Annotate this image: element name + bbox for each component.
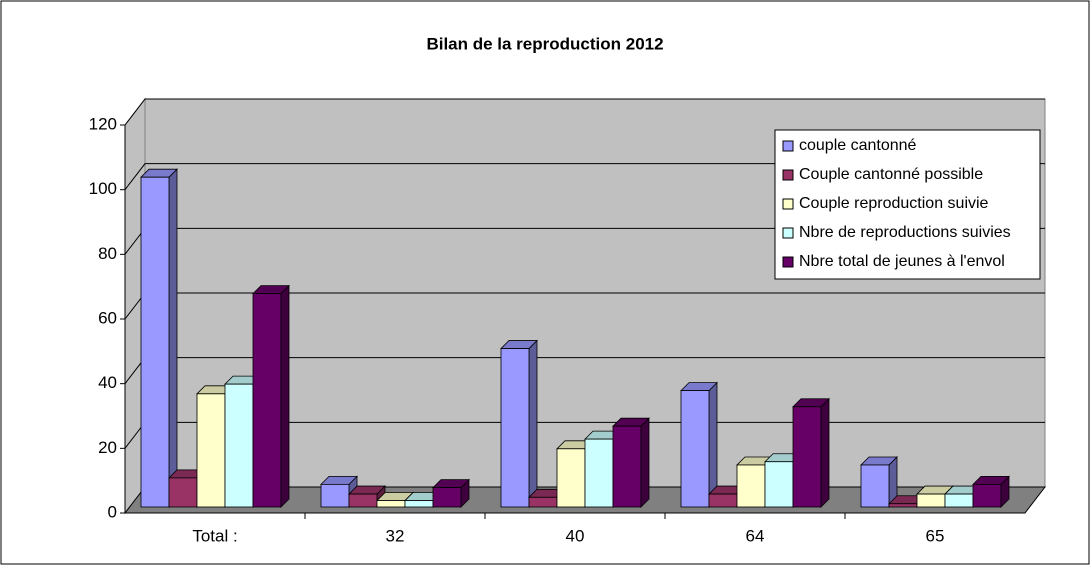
- bar-front: [140, 176, 170, 508]
- bar-front: [224, 383, 254, 508]
- bar-front: [252, 293, 282, 508]
- bar-front: [196, 393, 226, 508]
- bar: [972, 475, 1010, 508]
- x-tick-label: 64: [746, 526, 765, 545]
- bar-front: [708, 493, 738, 508]
- bar-side: [820, 397, 830, 508]
- bar-front: [680, 390, 710, 508]
- bar: [500, 339, 538, 508]
- legend-swatch: [782, 198, 794, 210]
- bar-front: [612, 425, 642, 508]
- bar-front: [888, 503, 918, 508]
- bar-front: [320, 483, 350, 508]
- bar-front: [792, 406, 822, 508]
- y-tick-label: 80: [98, 244, 117, 263]
- x-tick-label: Total :: [192, 526, 237, 545]
- legend-swatch: [782, 227, 794, 239]
- legend-swatch: [782, 256, 794, 268]
- x-tick-label: 40: [566, 526, 585, 545]
- bar-front: [972, 483, 1002, 508]
- grid-line: [124, 163, 1045, 190]
- legend-label: Nbre total de jeunes à l'envol: [799, 253, 1005, 270]
- bar-front: [528, 496, 558, 508]
- x-tick-label: 65: [926, 526, 945, 545]
- bar-front: [736, 464, 766, 508]
- bar-front: [376, 500, 406, 508]
- bar-front: [432, 487, 462, 508]
- bar-side: [528, 339, 538, 508]
- bar-front: [860, 464, 890, 508]
- bar: [432, 478, 470, 508]
- y-tick-label: 120: [89, 114, 117, 133]
- legend-label: Nbre de reproductions suivies: [799, 224, 1011, 241]
- legend-label: couple cantonné: [799, 137, 917, 154]
- bar-front: [916, 493, 946, 508]
- x-tick-label: 32: [386, 526, 405, 545]
- legend-label: Couple cantonné possible: [799, 166, 983, 183]
- bar-front: [500, 348, 530, 508]
- bar-front: [168, 477, 198, 508]
- y-tick-label: 20: [98, 438, 117, 457]
- bar: [680, 381, 718, 508]
- bar-front: [944, 493, 974, 508]
- bar-front: [584, 438, 614, 508]
- bar-side: [168, 168, 178, 508]
- legend: [774, 129, 1041, 280]
- bar-side: [280, 284, 290, 508]
- y-tick-label: 40: [98, 373, 117, 392]
- bar-side: [640, 417, 650, 508]
- y-tick-label: 60: [98, 308, 117, 327]
- bar-front: [348, 493, 378, 508]
- y-tick-label: 0: [108, 502, 117, 521]
- bar: [612, 417, 650, 508]
- bar: [140, 168, 178, 508]
- bar: [792, 397, 830, 508]
- legend-swatch: [782, 169, 794, 181]
- legend-label: Couple reproduction suivie: [799, 195, 989, 212]
- grid-line: [124, 98, 1045, 126]
- chart-title: Bilan de la reproduction 2012: [426, 34, 663, 53]
- bar: [252, 284, 290, 508]
- legend-swatch: [782, 140, 794, 152]
- bar-front: [764, 461, 794, 508]
- y-tick-label: 100: [89, 179, 117, 198]
- bar-front: [404, 500, 434, 508]
- bar: [860, 456, 898, 508]
- bar-front: [556, 448, 586, 508]
